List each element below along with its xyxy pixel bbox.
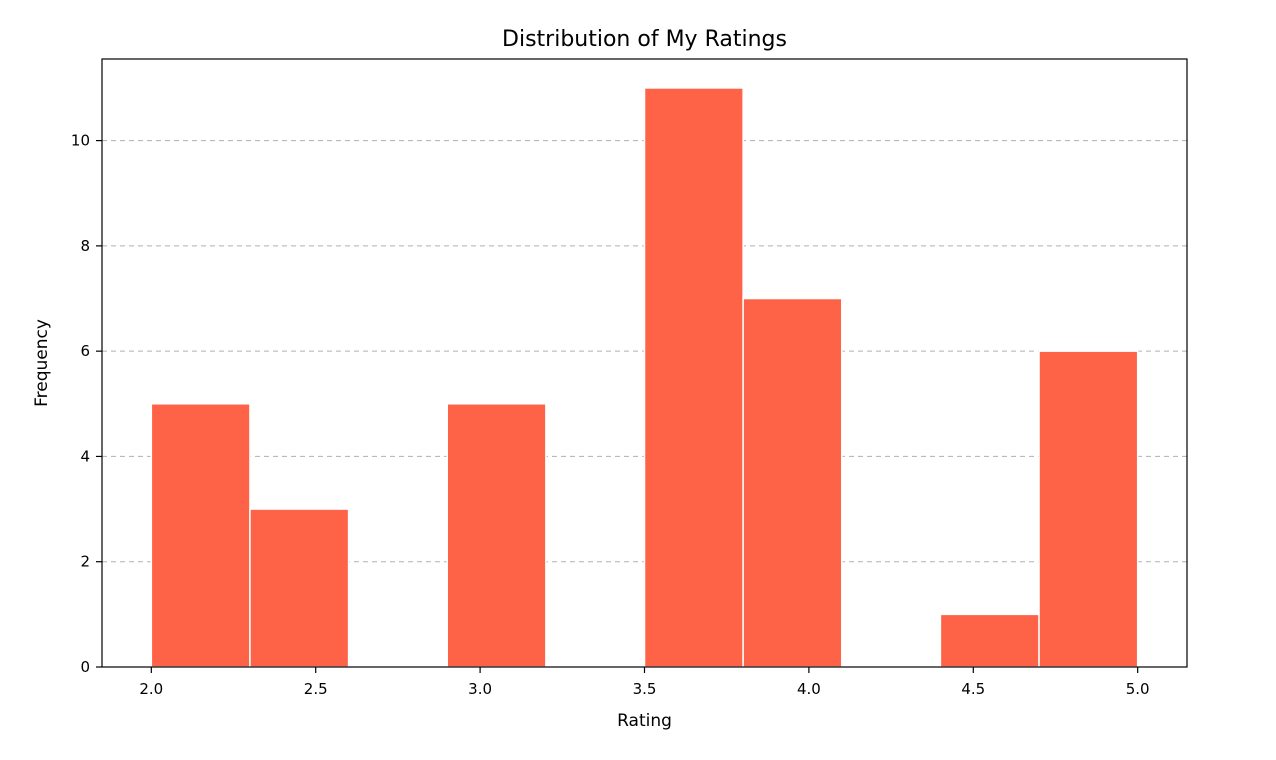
y-tick-label: 4 <box>80 447 90 465</box>
x-tick-label: 4.5 <box>961 680 985 698</box>
histogram-bar <box>249 508 350 668</box>
x-tick-label: 2.5 <box>304 680 328 698</box>
y-tick-label: 6 <box>80 342 90 360</box>
tick-layer: 2.0 2.5 3.0 3.5 4.0 4.5 5.0 0 2 4 6 8 10 <box>71 132 1150 698</box>
x-tick-label: 2.0 <box>139 680 163 698</box>
x-tick-label: 4.0 <box>797 680 821 698</box>
histogram-bar <box>939 613 1040 668</box>
histogram-bar <box>446 403 547 668</box>
y-tick-label: 0 <box>80 658 90 676</box>
x-tick-label: 3.5 <box>633 680 657 698</box>
y-tick-label: 8 <box>80 237 90 255</box>
bar-layer <box>150 87 1139 668</box>
histogram-bar <box>742 297 843 668</box>
y-tick-label: 10 <box>71 132 90 150</box>
y-tick-label: 2 <box>80 553 90 571</box>
x-tick-label: 5.0 <box>1126 680 1150 698</box>
x-tick-label: 3.0 <box>468 680 492 698</box>
y-axis-label: Frequency <box>32 319 52 407</box>
histogram-bar <box>643 87 744 668</box>
histogram-bar <box>1038 350 1139 668</box>
chart-title: Distribution of My Ratings <box>502 27 787 52</box>
x-axis-label: Rating <box>617 711 672 731</box>
histogram-bar <box>150 403 251 668</box>
